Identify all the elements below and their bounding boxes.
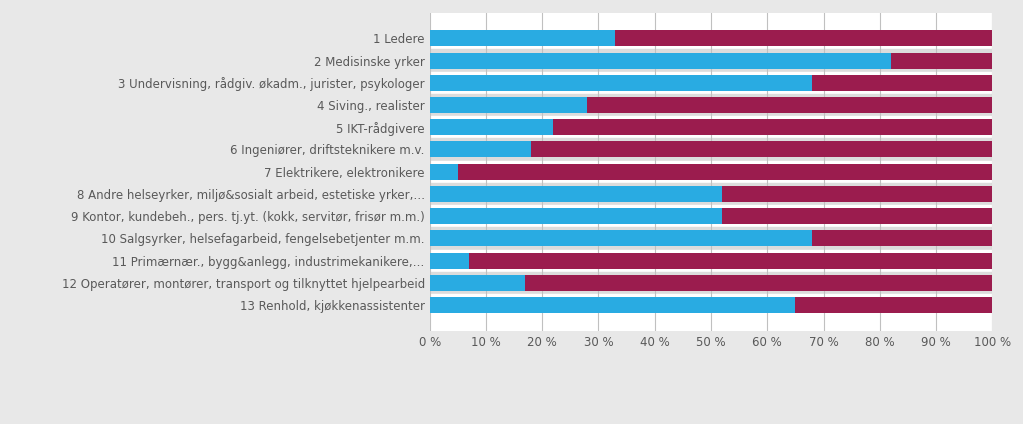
Bar xyxy=(430,116,992,138)
Bar xyxy=(430,183,992,205)
Bar xyxy=(587,97,992,113)
Bar xyxy=(469,253,992,269)
Bar xyxy=(430,164,457,180)
Bar xyxy=(430,186,722,202)
Bar xyxy=(812,75,992,91)
Bar xyxy=(430,53,891,69)
Bar xyxy=(430,97,587,113)
Bar xyxy=(430,72,992,94)
Bar xyxy=(430,250,992,272)
Bar xyxy=(430,272,992,294)
Bar xyxy=(430,142,531,157)
Bar xyxy=(615,30,992,46)
Bar xyxy=(430,75,812,91)
Bar xyxy=(430,94,992,116)
Bar xyxy=(430,227,992,250)
Bar xyxy=(722,208,992,224)
Bar xyxy=(430,253,469,269)
Bar xyxy=(531,142,992,157)
Bar xyxy=(722,186,992,202)
Bar xyxy=(430,30,615,46)
Bar xyxy=(430,208,722,224)
Bar xyxy=(430,50,992,72)
Bar xyxy=(430,230,812,246)
Bar xyxy=(430,27,992,50)
Bar xyxy=(457,164,992,180)
Bar xyxy=(430,161,992,183)
Bar xyxy=(430,294,992,316)
Bar xyxy=(891,53,992,69)
Bar xyxy=(430,275,526,291)
Bar xyxy=(430,297,796,313)
Bar xyxy=(812,230,992,246)
Bar xyxy=(430,119,553,135)
Bar xyxy=(526,275,992,291)
Bar xyxy=(430,205,992,227)
Bar xyxy=(796,297,992,313)
Bar xyxy=(430,138,992,161)
Legend: Kvinner, Menn: Kvinner, Menn xyxy=(630,422,792,424)
Bar xyxy=(553,119,992,135)
